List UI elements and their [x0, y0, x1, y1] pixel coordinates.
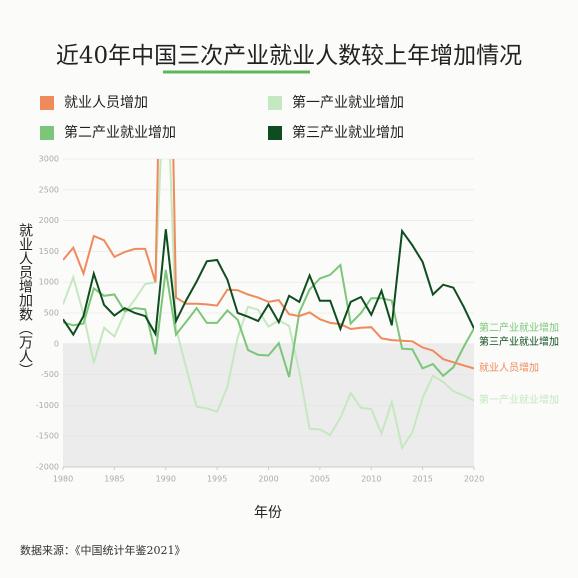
x-tick-label: 2020 [464, 475, 484, 484]
end-label: 第三产业就业增加 [479, 335, 559, 348]
x-axis-label: 年份 [254, 505, 282, 521]
x-tick-label: 1980 [53, 475, 73, 484]
y-tick-label: 0 [54, 339, 59, 348]
y-tick-label: -500 [41, 370, 59, 379]
x-tick-label: 2010 [361, 475, 381, 484]
x-tick-label: 1995 [207, 475, 227, 484]
legend-label: 第一产业就业增加 [292, 94, 404, 111]
plot [63, 159, 474, 451]
line-series [63, 159, 474, 370]
y-tick-label: 3000 [39, 155, 59, 164]
x-tick-label: 2015 [412, 475, 432, 484]
chart-title: 近40年中国三次产业就业人数较上年增加情况 [56, 43, 522, 69]
y-tick-label: 1500 [39, 247, 59, 256]
legend-label: 就业人员增加 [64, 95, 148, 111]
y-tick-label: 2500 [39, 185, 59, 194]
x-tick-label: 2005 [310, 475, 330, 484]
y-tick-label: 1000 [39, 278, 59, 287]
end-label: 第二产业就业增加 [479, 321, 559, 334]
y-tick-label: -1000 [36, 401, 59, 410]
y-tick-label: -2000 [36, 463, 59, 472]
legend-swatch [40, 96, 54, 110]
y-tick-label: -1500 [36, 432, 59, 441]
legend-label: 第三产业就业增加 [292, 124, 404, 141]
y-tick-label: 500 [44, 309, 59, 318]
line-series [63, 228, 474, 338]
y-tick-label: 2000 [39, 216, 59, 225]
end-label: 第一产业就业增加 [479, 393, 559, 406]
x-tick-label: 1985 [104, 475, 124, 484]
legend-label: 第二产业就业增加 [64, 124, 176, 141]
x-tick-label: 2000 [258, 475, 278, 484]
legend-swatch [40, 126, 54, 140]
y-axis-label: 就业人员增加数（万人） [17, 223, 33, 377]
end-label: 就业人员增加 [479, 361, 539, 374]
line-series [63, 262, 474, 378]
line-series [63, 159, 474, 451]
x-tick-label: 1990 [156, 475, 176, 484]
legend-swatch [268, 126, 282, 140]
source: 数据来源：《中国统计年鉴2021》 [20, 543, 186, 557]
legend-swatch [268, 96, 282, 110]
